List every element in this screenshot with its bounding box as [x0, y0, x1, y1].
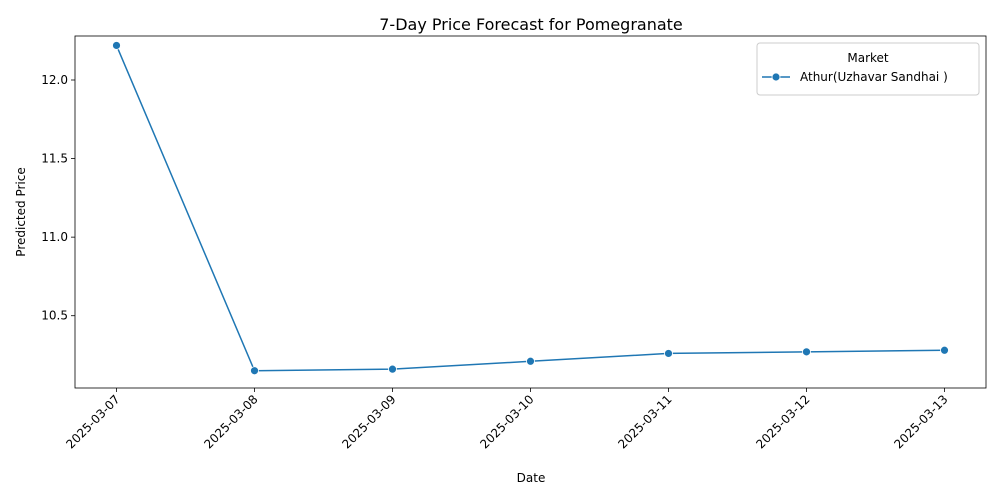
- data-point: [526, 356, 535, 366]
- y-tick-label: 12.0: [41, 73, 68, 87]
- data-point: [112, 41, 121, 50]
- x-tick-label: 2025-03-07: [63, 392, 122, 451]
- legend-title: Market: [847, 51, 889, 65]
- x-axis-label: Date: [517, 471, 546, 485]
- x-tick-label: 2025-03-13: [891, 392, 950, 451]
- y-axis-label: Predicted Price: [14, 167, 28, 256]
- y-tick-label: 10.5: [41, 309, 68, 323]
- legend-label: Athur(Uzhavar Sandhai ): [800, 70, 948, 84]
- data-point: [664, 349, 673, 358]
- legend: Market Athur(Uzhavar Sandhai ): [756, 42, 980, 96]
- x-tick-label: 2025-03-10: [477, 392, 536, 451]
- chart-title: 7-Day Price Forecast for Pomegranate: [379, 15, 683, 34]
- data-point: [940, 345, 949, 355]
- legend-marker-swatch: [771, 72, 781, 82]
- x-tick-label: 2025-03-12: [753, 392, 812, 451]
- y-tick-label: 11.0: [41, 230, 68, 244]
- series-layer: [112, 41, 949, 376]
- x-tick-label: 2025-03-08: [201, 392, 260, 451]
- data-point: [388, 364, 397, 374]
- x-tick-label: 2025-03-09: [339, 392, 398, 451]
- y-axis: 10.5 11.0 11.5 12.0: [41, 73, 75, 323]
- data-point: [250, 366, 259, 376]
- y-tick-label: 11.5: [41, 152, 68, 166]
- x-axis: 2025-03-07 2025-03-08 2025-03-09 2025-03-10…: [63, 388, 951, 451]
- data-point: [802, 347, 811, 357]
- legend-frame: [756, 42, 980, 96]
- x-tick-label: 2025-03-11: [615, 392, 674, 451]
